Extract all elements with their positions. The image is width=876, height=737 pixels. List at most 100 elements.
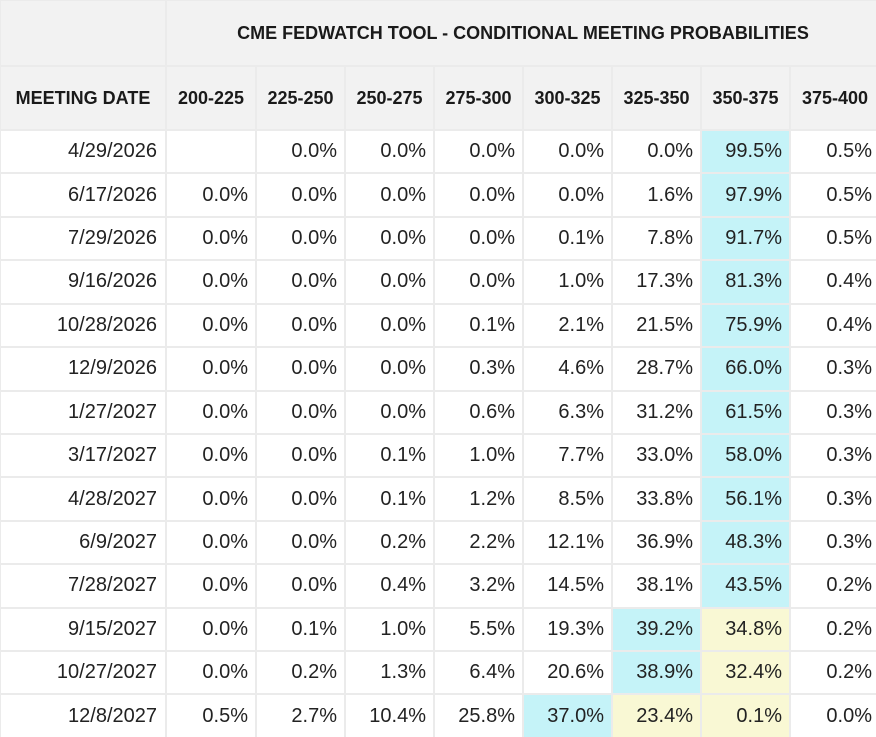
meeting-date-cell: 9/16/2026 — [1, 261, 165, 303]
column-header-300-325: 300-325 — [524, 67, 611, 129]
probability-cell: 36.9% — [613, 521, 700, 564]
probability-cell: 33.8% — [613, 478, 700, 520]
probability-cell: 0.3% — [791, 391, 876, 433]
probability-cell: 56.1% — [702, 478, 789, 520]
probability-cell: 0.0% — [167, 521, 255, 564]
probability-cell: 0.0% — [613, 131, 700, 173]
probability-cell: 0.0% — [167, 391, 255, 433]
probability-cell: 6.4% — [435, 652, 522, 694]
probability-cell: 0.0% — [435, 131, 522, 173]
probability-cell: 0.0% — [167, 348, 255, 390]
probability-cell: 0.4% — [791, 304, 876, 347]
probability-cell: 1.0% — [524, 261, 611, 303]
meeting-date-cell: 6/17/2026 — [1, 174, 165, 216]
probability-cell: 0.0% — [257, 565, 344, 607]
probability-cell: 0.0% — [257, 478, 344, 520]
probability-cell: 4.6% — [524, 348, 611, 390]
meeting-date-cell: 7/29/2026 — [1, 217, 165, 260]
probability-cell: 39.2% — [613, 608, 700, 651]
meeting-date-cell: 3/17/2027 — [1, 434, 165, 477]
meeting-date-cell: 10/27/2027 — [1, 652, 165, 694]
probability-cell: 0.0% — [167, 608, 255, 651]
column-header-200-225: 200-225 — [167, 67, 255, 129]
meeting-date-cell: 4/28/2027 — [1, 478, 165, 520]
probability-cell: 0.0% — [346, 304, 433, 347]
probability-cell: 0.2% — [346, 521, 433, 564]
probability-cell: 2.1% — [524, 304, 611, 347]
probability-cell: 1.3% — [346, 652, 433, 694]
probability-cell: 0.1% — [346, 478, 433, 520]
probability-cell: 0.2% — [257, 652, 344, 694]
probability-cell: 0.0% — [346, 131, 433, 173]
probability-cell: 2.7% — [257, 695, 344, 737]
probability-cell: 0.0% — [167, 304, 255, 347]
probability-cell: 38.9% — [613, 652, 700, 694]
probability-cell: 8.5% — [524, 478, 611, 520]
probability-cell: 0.0% — [167, 174, 255, 216]
probability-cell: 75.9% — [702, 304, 789, 347]
probability-cell: 0.1% — [257, 608, 344, 651]
probability-cell: 23.4% — [613, 695, 700, 737]
column-header-350-375: 350-375 — [702, 67, 789, 129]
probability-cell: 0.2% — [791, 608, 876, 651]
probability-cell: 0.0% — [346, 261, 433, 303]
probability-cell: 0.3% — [435, 348, 522, 390]
probability-cell: 38.1% — [613, 565, 700, 607]
probability-cell: 0.0% — [257, 521, 344, 564]
probability-cell: 0.0% — [167, 478, 255, 520]
probability-cell: 5.5% — [435, 608, 522, 651]
probability-cell: 0.4% — [346, 565, 433, 607]
probability-cell: 0.4% — [791, 261, 876, 303]
meeting-date-cell: 10/28/2026 — [1, 304, 165, 347]
probability-cell: 99.5% — [702, 131, 789, 173]
probability-cell: 17.3% — [613, 261, 700, 303]
probability-cell: 0.0% — [435, 174, 522, 216]
probability-cell: 21.5% — [613, 304, 700, 347]
meeting-date-cell: 9/15/2027 — [1, 608, 165, 651]
probability-cell: 0.3% — [791, 521, 876, 564]
meeting-date-cell: 12/9/2026 — [1, 348, 165, 390]
probability-cell: 0.5% — [167, 695, 255, 737]
probability-cell: 14.5% — [524, 565, 611, 607]
meeting-date-cell: 4/29/2026 — [1, 131, 165, 173]
probability-cell: 0.1% — [524, 217, 611, 260]
probability-cell: 0.0% — [167, 217, 255, 260]
probability-cell: 0.0% — [435, 261, 522, 303]
probability-cell: 0.0% — [167, 261, 255, 303]
probability-cell: 0.1% — [346, 434, 433, 477]
probability-cell: 0.0% — [257, 391, 344, 433]
meeting-date-cell: 12/8/2027 — [1, 695, 165, 737]
probability-cell: 0.3% — [791, 348, 876, 390]
probability-cell: 10.4% — [346, 695, 433, 737]
probability-cell: 0.5% — [791, 174, 876, 216]
probability-cell: 0.0% — [257, 434, 344, 477]
probability-cell: 1.6% — [613, 174, 700, 216]
probability-cell: 34.8% — [702, 608, 789, 651]
probability-cell: 2.2% — [435, 521, 522, 564]
meeting-date-cell: 1/27/2027 — [1, 391, 165, 433]
probability-cell: 0.6% — [435, 391, 522, 433]
column-header-325-350: 325-350 — [613, 67, 700, 129]
probability-cell: 31.2% — [613, 391, 700, 433]
probability-cell: 7.7% — [524, 434, 611, 477]
probability-cell: 1.0% — [435, 434, 522, 477]
probability-cell — [167, 131, 255, 173]
probability-cell: 32.4% — [702, 652, 789, 694]
column-header-375-400: 375-400 — [791, 67, 876, 129]
probability-cell: 0.3% — [791, 434, 876, 477]
probability-cell: 0.0% — [257, 348, 344, 390]
column-header-225-250: 225-250 — [257, 67, 344, 129]
column-header-275-300: 275-300 — [435, 67, 522, 129]
probability-cell: 20.6% — [524, 652, 611, 694]
probability-cell: 61.5% — [702, 391, 789, 433]
probability-cell: 7.8% — [613, 217, 700, 260]
meeting-date-cell: 6/9/2027 — [1, 521, 165, 564]
probability-cell: 0.5% — [791, 131, 876, 173]
probability-cell: 58.0% — [702, 434, 789, 477]
probability-cell: 0.0% — [167, 652, 255, 694]
probability-cell: 37.0% — [524, 695, 611, 737]
probability-cell: 0.0% — [257, 304, 344, 347]
probability-cell: 0.0% — [257, 261, 344, 303]
column-header-250-275: 250-275 — [346, 67, 433, 129]
probability-cell: 0.0% — [435, 217, 522, 260]
